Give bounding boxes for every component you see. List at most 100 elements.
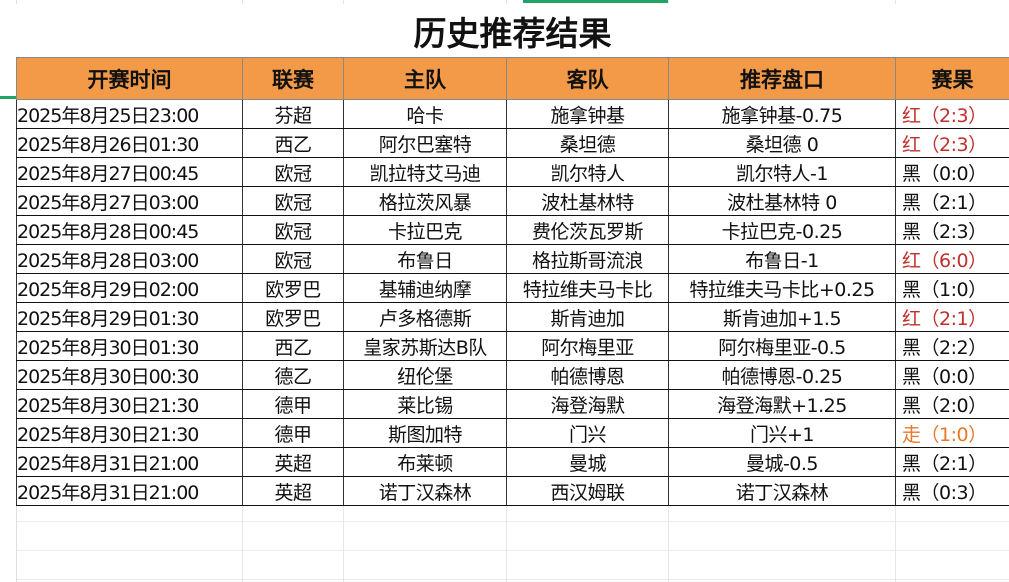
cell-away[interactable]: 凯尔特人 — [506, 157, 669, 187]
cell-league[interactable]: 欧冠 — [242, 244, 344, 274]
cell-pick[interactable]: 海登海默+1.25 — [668, 389, 896, 419]
sheet-title[interactable]: 历史推荐结果 — [16, 4, 1009, 57]
cell-time[interactable]: 2025年8月30日21:30 — [16, 418, 243, 448]
cell-time[interactable]: 2025年8月27日00:45 — [16, 157, 243, 187]
cell-pick[interactable]: 诺丁汉森林 — [668, 476, 896, 506]
cell-league[interactable]: 西乙 — [242, 331, 344, 361]
cell-league[interactable]: 欧冠 — [242, 186, 344, 216]
cell-home[interactable]: 基辅迪纳摩 — [343, 273, 507, 303]
cell-league[interactable]: 英超 — [242, 447, 344, 477]
cell-result[interactable]: 黑（2:1） — [895, 186, 1009, 216]
cell-league[interactable]: 欧冠 — [242, 157, 344, 187]
cell-league[interactable]: 欧罗巴 — [242, 302, 344, 332]
table-row: 2025年8月30日00:30 德乙 纽伦堡 帕德博恩 帕德博恩-0.25 黑（0:0） — [16, 360, 1009, 390]
cell-league[interactable]: 芬超 — [242, 99, 344, 129]
cell-time[interactable]: 2025年8月25日23:00 — [16, 99, 243, 129]
header-time[interactable]: 开赛时间 — [16, 57, 243, 100]
cell-league[interactable]: 西乙 — [242, 128, 344, 158]
table-row: 2025年8月28日00:45 欧冠 卡拉巴克 费伦茨瓦罗斯 卡拉巴克-0.25 黑（2:… — [16, 215, 1009, 245]
cell-result[interactable]: 黑（2:1） — [895, 447, 1009, 477]
cell-league[interactable]: 德甲 — [242, 389, 344, 419]
cell-home[interactable]: 布莱顿 — [343, 447, 507, 477]
cell-home[interactable]: 卡拉巴克 — [343, 215, 507, 245]
cell-pick[interactable]: 帕德博恩-0.25 — [668, 360, 896, 390]
cell-time[interactable]: 2025年8月30日01:30 — [16, 331, 243, 361]
row-header-gutter[interactable] — [0, 0, 17, 582]
cell-time[interactable]: 2025年8月27日03:00 — [16, 186, 243, 216]
cell-home[interactable]: 莱比锡 — [343, 389, 507, 419]
cell-result[interactable]: 黑（0:0） — [895, 157, 1009, 187]
cell-league[interactable]: 欧罗巴 — [242, 273, 344, 303]
cell-away[interactable]: 费伦茨瓦罗斯 — [506, 215, 669, 245]
cell-time[interactable]: 2025年8月29日01:30 — [16, 302, 243, 332]
cell-away[interactable]: 格拉斯哥流浪 — [506, 244, 669, 274]
header-league[interactable]: 联赛 — [242, 57, 344, 100]
cell-result[interactable]: 红（2:1） — [895, 302, 1009, 332]
cell-league[interactable]: 英超 — [242, 476, 344, 506]
cell-result[interactable]: 红（6:0） — [895, 244, 1009, 274]
cell-away[interactable]: 曼城 — [506, 447, 669, 477]
cell-away[interactable]: 西汉姆联 — [506, 476, 669, 506]
header-result[interactable]: 赛果 — [895, 57, 1009, 100]
cell-pick[interactable]: 曼城-0.5 — [668, 447, 896, 477]
cell-time[interactable]: 2025年8月28日00:45 — [16, 215, 243, 245]
table-row: 2025年8月27日00:45 欧冠 凯拉特艾马迪 凯尔特人 凯尔特人-1 黑（0:0） — [16, 157, 1009, 187]
cell-home[interactable]: 纽伦堡 — [343, 360, 507, 390]
table-row: 2025年8月25日23:00 芬超 哈卡 施拿钟基 施拿钟基-0.75 红（2:3） — [16, 99, 1009, 129]
cell-time[interactable]: 2025年8月30日21:30 — [16, 389, 243, 419]
cell-result[interactable]: 黑（0:0） — [895, 360, 1009, 390]
cell-pick[interactable]: 施拿钟基-0.75 — [668, 99, 896, 129]
cell-pick[interactable]: 凯尔特人-1 — [668, 157, 896, 187]
cell-away[interactable]: 帕德博恩 — [506, 360, 669, 390]
cell-away[interactable]: 波杜基林特 — [506, 186, 669, 216]
table-row: 2025年8月26日01:30 西乙 阿尔巴塞特 桑坦德 桑坦德 0 红（2:3） — [16, 128, 1009, 158]
cell-away[interactable]: 桑坦德 — [506, 128, 669, 158]
cell-home[interactable]: 诺丁汉森林 — [343, 476, 507, 506]
cell-home[interactable]: 哈卡 — [343, 99, 507, 129]
cell-pick[interactable]: 桑坦德 0 — [668, 128, 896, 158]
cell-pick[interactable]: 波杜基林特 0 — [668, 186, 896, 216]
cell-pick[interactable]: 斯肯迪加+1.5 — [668, 302, 896, 332]
cell-home[interactable]: 斯图加特 — [343, 418, 507, 448]
cell-away[interactable]: 特拉维夫马卡比 — [506, 273, 669, 303]
cell-time[interactable]: 2025年8月28日03:00 — [16, 244, 243, 274]
cell-result[interactable]: 黑（0:3） — [895, 476, 1009, 506]
cell-time[interactable]: 2025年8月31日21:00 — [16, 476, 243, 506]
cell-league[interactable]: 德乙 — [242, 360, 344, 390]
cell-away[interactable]: 海登海默 — [506, 389, 669, 419]
cell-league[interactable]: 德甲 — [242, 418, 344, 448]
cell-pick[interactable]: 门兴+1 — [668, 418, 896, 448]
cell-result[interactable]: 黑（2:3） — [895, 215, 1009, 245]
cell-pick[interactable]: 布鲁日-1 — [668, 244, 896, 274]
cell-result[interactable]: 红（2:3） — [895, 99, 1009, 129]
header-pick[interactable]: 推荐盘口 — [668, 57, 896, 100]
header-away[interactable]: 客队 — [506, 57, 669, 100]
cell-pick[interactable]: 阿尔梅里亚-0.5 — [668, 331, 896, 361]
cell-away[interactable]: 门兴 — [506, 418, 669, 448]
header-home[interactable]: 主队 — [343, 57, 507, 100]
cell-time[interactable]: 2025年8月26日01:30 — [16, 128, 243, 158]
cell-result[interactable]: 黑（1:0） — [895, 273, 1009, 303]
cell-pick[interactable]: 特拉维夫马卡比+0.25 — [668, 273, 896, 303]
cell-away[interactable]: 阿尔梅里亚 — [506, 331, 669, 361]
cell-away[interactable]: 斯肯迪加 — [506, 302, 669, 332]
cell-home[interactable]: 皇家苏斯达B队 — [343, 331, 507, 361]
cell-time[interactable]: 2025年8月30日00:30 — [16, 360, 243, 390]
cell-time[interactable]: 2025年8月29日02:00 — [16, 273, 243, 303]
table-row: 2025年8月31日21:00 英超 诺丁汉森林 西汉姆联 诺丁汉森林 黑（0:3） — [16, 476, 1009, 506]
cell-home[interactable]: 阿尔巴塞特 — [343, 128, 507, 158]
cell-result[interactable]: 黑（2:2） — [895, 331, 1009, 361]
cell-home[interactable]: 布鲁日 — [343, 244, 507, 274]
cell-result[interactable]: 红（2:3） — [895, 128, 1009, 158]
cell-time[interactable]: 2025年8月31日21:00 — [16, 447, 243, 477]
cell-home[interactable]: 格拉茨风暴 — [343, 186, 507, 216]
cell-result[interactable]: 走（1:0） — [895, 418, 1009, 448]
table-row: 2025年8月29日01:30 欧罗巴 卢多格德斯 斯肯迪加 斯肯迪加+1.5 红（2:1… — [16, 302, 1009, 332]
cell-home[interactable]: 凯拉特艾马迪 — [343, 157, 507, 187]
cell-home[interactable]: 卢多格德斯 — [343, 302, 507, 332]
cell-away[interactable]: 施拿钟基 — [506, 99, 669, 129]
cell-pick[interactable]: 卡拉巴克-0.25 — [668, 215, 896, 245]
cell-result[interactable]: 黑（2:0） — [895, 389, 1009, 419]
table-row: 2025年8月29日02:00 欧罗巴 基辅迪纳摩 特拉维夫马卡比 特拉维夫马卡比+0.… — [16, 273, 1009, 303]
cell-league[interactable]: 欧冠 — [242, 215, 344, 245]
